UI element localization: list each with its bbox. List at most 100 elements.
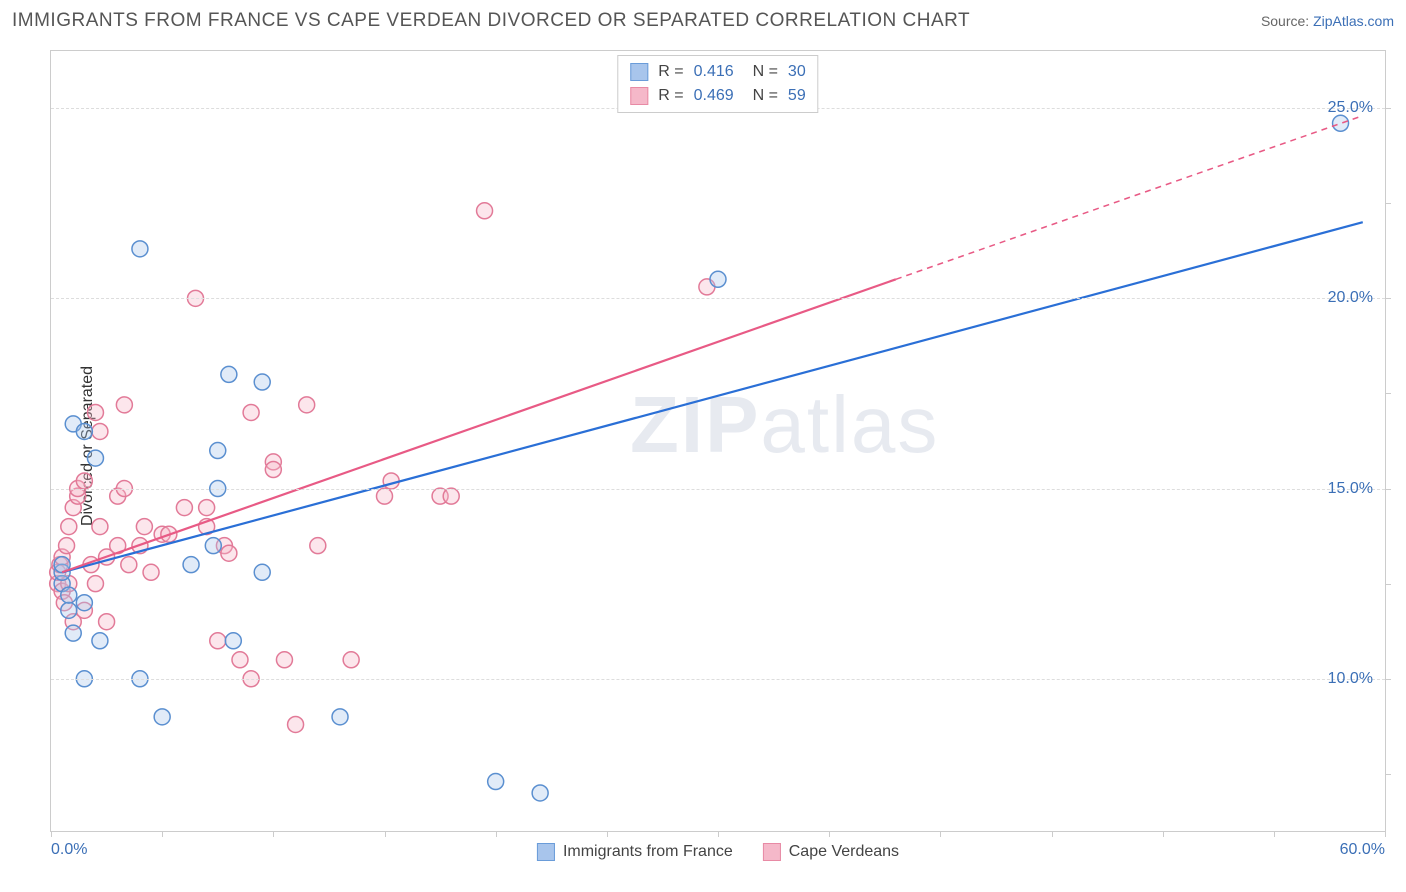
- x-tick: [273, 831, 274, 837]
- scatter-point: [477, 203, 493, 219]
- x-tick: [385, 831, 386, 837]
- x-tick: [162, 831, 163, 837]
- scatter-point: [76, 473, 92, 489]
- scatter-point: [143, 564, 159, 580]
- scatter-point: [310, 538, 326, 554]
- y-tick: [1385, 584, 1391, 585]
- gridline: [51, 679, 1385, 680]
- scatter-point: [59, 538, 75, 554]
- legend-row: R = 0.416 N = 30: [630, 60, 805, 84]
- scatter-point: [710, 271, 726, 287]
- scatter-point: [488, 774, 504, 790]
- legend-row: R = 0.469 N = 59: [630, 84, 805, 108]
- legend-series: Immigrants from France Cape Verdeans: [537, 843, 899, 861]
- x-tick: [607, 831, 608, 837]
- y-tick: [1385, 203, 1391, 204]
- scatter-svg: [51, 51, 1385, 831]
- scatter-point: [299, 397, 315, 413]
- scatter-point: [443, 488, 459, 504]
- gridline: [51, 298, 1385, 299]
- scatter-point: [225, 633, 241, 649]
- scatter-point: [61, 587, 77, 603]
- scatter-point: [383, 473, 399, 489]
- scatter-point: [116, 397, 132, 413]
- legend-swatch: [630, 63, 648, 81]
- x-tick: [718, 831, 719, 837]
- legend-swatch: [630, 87, 648, 105]
- y-tick: [1385, 108, 1391, 109]
- scatter-point: [210, 633, 226, 649]
- chart-title: IMMIGRANTS FROM FRANCE VS CAPE VERDEAN D…: [12, 10, 970, 32]
- scatter-point: [532, 785, 548, 801]
- scatter-point: [254, 374, 270, 390]
- legend-item: Immigrants from France: [537, 843, 733, 861]
- scatter-point: [87, 404, 103, 420]
- scatter-point: [76, 595, 92, 611]
- y-tick-label: 15.0%: [1328, 480, 1373, 498]
- y-tick: [1385, 489, 1391, 490]
- scatter-point: [183, 557, 199, 573]
- scatter-point: [265, 462, 281, 478]
- legend-swatch: [763, 843, 781, 861]
- scatter-point: [92, 423, 108, 439]
- x-tick: [1052, 831, 1053, 837]
- scatter-point: [76, 423, 92, 439]
- scatter-point: [332, 709, 348, 725]
- plot-area: ZIPatlas R = 0.416 N = 30R = 0.469 N = 5…: [50, 50, 1386, 832]
- y-tick-label: 10.0%: [1328, 670, 1373, 688]
- scatter-point: [136, 519, 152, 535]
- scatter-point: [199, 500, 215, 516]
- x-tick-label: 0.0%: [51, 841, 87, 859]
- scatter-point: [87, 450, 103, 466]
- scatter-point: [243, 404, 259, 420]
- legend-r-value: 0.416: [694, 60, 734, 84]
- scatter-point: [221, 366, 237, 382]
- trend-line: [62, 279, 896, 572]
- y-tick-label: 25.0%: [1328, 99, 1373, 117]
- scatter-point: [377, 488, 393, 504]
- x-tick: [940, 831, 941, 837]
- x-tick: [1163, 831, 1164, 837]
- source-attribution: Source: ZipAtlas.com: [1261, 13, 1394, 29]
- legend-r-value: 0.469: [694, 84, 734, 108]
- scatter-point: [87, 576, 103, 592]
- gridline: [51, 489, 1385, 490]
- scatter-point: [254, 564, 270, 580]
- y-tick: [1385, 679, 1391, 680]
- scatter-point: [1333, 115, 1349, 131]
- scatter-point: [232, 652, 248, 668]
- scatter-point: [276, 652, 292, 668]
- scatter-point: [343, 652, 359, 668]
- x-tick-label: 60.0%: [1340, 841, 1385, 859]
- scatter-point: [132, 241, 148, 257]
- x-tick: [496, 831, 497, 837]
- scatter-point: [61, 519, 77, 535]
- legend-n-value: 30: [788, 60, 806, 84]
- scatter-point: [205, 538, 221, 554]
- legend-item: Cape Verdeans: [763, 843, 899, 861]
- legend-series-name: Cape Verdeans: [789, 843, 899, 861]
- x-tick: [1385, 831, 1386, 837]
- scatter-point: [121, 557, 137, 573]
- scatter-point: [99, 614, 115, 630]
- scatter-point: [210, 443, 226, 459]
- x-tick: [51, 831, 52, 837]
- legend-r-prefix: R =: [658, 60, 683, 84]
- x-tick: [829, 831, 830, 837]
- scatter-point: [92, 633, 108, 649]
- title-bar: IMMIGRANTS FROM FRANCE VS CAPE VERDEAN D…: [12, 10, 1394, 32]
- y-tick: [1385, 774, 1391, 775]
- legend-n-prefix: N =: [744, 84, 778, 108]
- legend-correlation: R = 0.416 N = 30R = 0.469 N = 59: [617, 55, 818, 113]
- scatter-point: [154, 709, 170, 725]
- source-link[interactable]: ZipAtlas.com: [1313, 13, 1394, 29]
- trend-line-extrapolated: [896, 116, 1363, 280]
- legend-n-value: 59: [788, 84, 806, 108]
- scatter-point: [92, 519, 108, 535]
- source-prefix: Source:: [1261, 13, 1313, 29]
- scatter-point: [288, 716, 304, 732]
- legend-n-prefix: N =: [744, 60, 778, 84]
- y-tick: [1385, 393, 1391, 394]
- scatter-point: [61, 602, 77, 618]
- legend-series-name: Immigrants from France: [563, 843, 733, 861]
